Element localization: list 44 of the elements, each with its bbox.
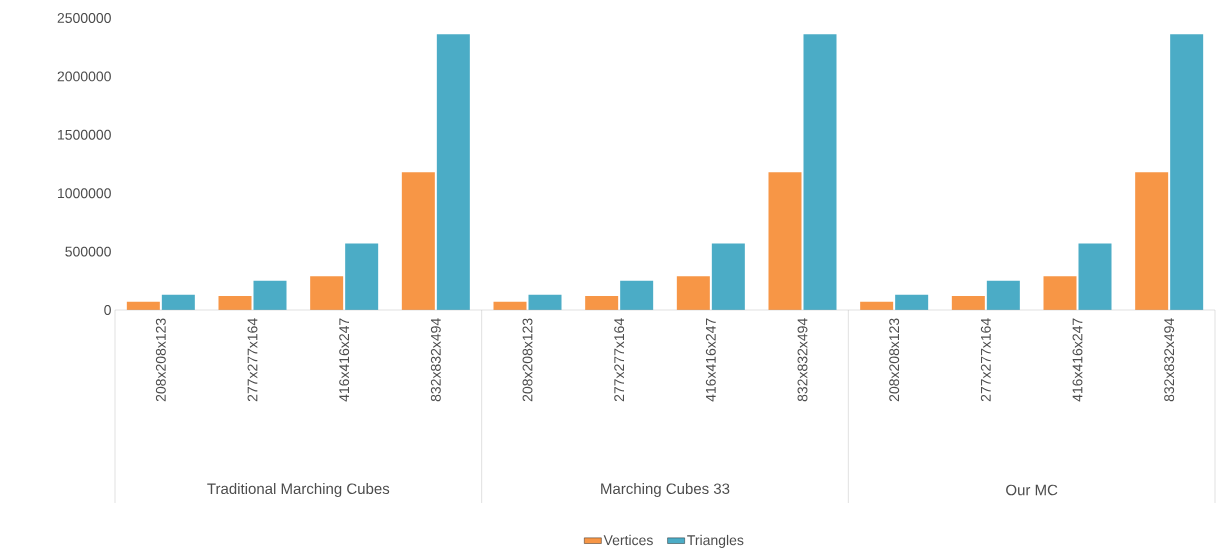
x-tick-label: 208x208x123 <box>522 318 533 402</box>
x-tick-label: 277x277x164 <box>980 318 991 402</box>
bar <box>528 294 562 310</box>
x-tick-label: 208x208x123 <box>889 318 900 402</box>
text: Traditional Marching Cubes <box>207 483 390 497</box>
bar <box>1135 172 1169 310</box>
bar <box>345 243 379 310</box>
bar <box>161 294 195 310</box>
x-tick-label: 832x832x494 <box>1164 318 1175 402</box>
y-tick-label: 0 <box>104 305 111 315</box>
text: Marching Cubes 33 <box>601 483 730 497</box>
bar <box>986 280 1020 310</box>
bar <box>585 295 619 310</box>
bar <box>951 295 985 310</box>
y-tick-label: 1000000 <box>58 188 111 199</box>
bar <box>803 34 837 310</box>
bar <box>620 280 654 310</box>
y-tick-label: 2500000 <box>57 13 111 23</box>
x-tick-label: 832x832x494 <box>797 318 808 402</box>
x-tick-label: 416x416x247 <box>1072 318 1083 402</box>
y-tick-label: 1500000 <box>58 129 111 140</box>
text: Our MC <box>1006 484 1058 496</box>
bar <box>676 276 710 310</box>
x-tick-label: 416x416x247 <box>705 318 716 402</box>
bar <box>310 276 344 310</box>
bar <box>1043 276 1077 310</box>
bar <box>768 172 802 310</box>
bar <box>711 243 745 310</box>
x-tick-label: 416x416x247 <box>339 318 350 402</box>
y-tick-label: 2000000 <box>57 71 111 82</box>
bar <box>218 295 252 310</box>
x-tick-label: 277x277x164 <box>614 318 625 402</box>
x-tick-label: 277x277x164 <box>247 318 258 402</box>
bar <box>1078 243 1112 310</box>
legend-label: Vertices <box>603 534 653 546</box>
bar <box>895 294 929 310</box>
bar <box>1170 34 1204 310</box>
bar <box>436 34 470 310</box>
bar <box>253 280 287 310</box>
legend-label: Triangles <box>687 534 744 548</box>
bar <box>401 172 435 310</box>
x-tick-label: 208x208x123 <box>155 318 166 402</box>
y-tick-label: 500000 <box>65 246 111 257</box>
x-tick-label: 832x832x494 <box>430 318 441 402</box>
